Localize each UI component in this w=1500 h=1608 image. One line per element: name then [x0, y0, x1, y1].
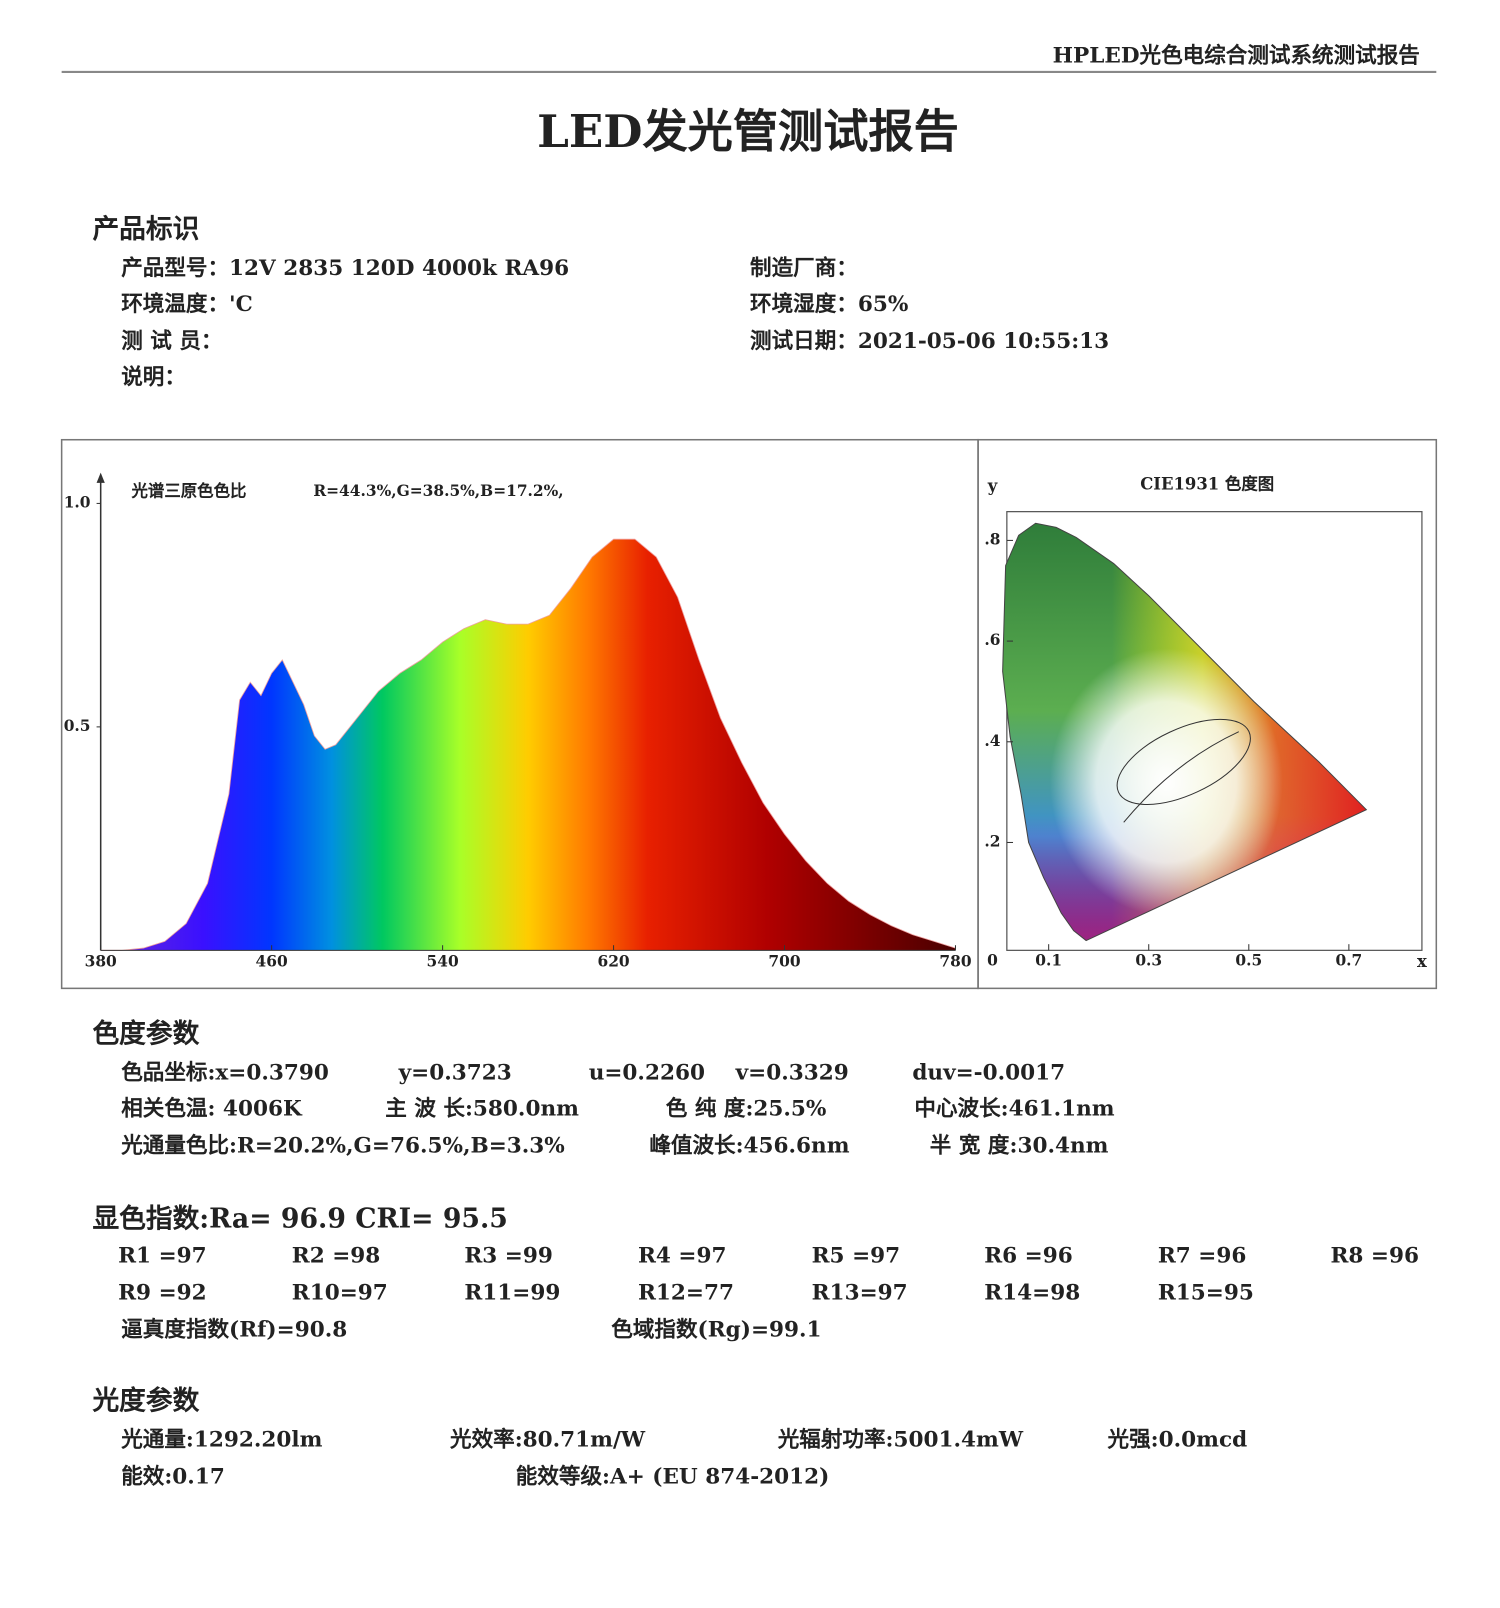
field: 制造厂商：: [750, 255, 858, 281]
cie-y-label: y: [987, 476, 998, 495]
cri-value: R7 =96: [1158, 1244, 1247, 1269]
cri-value: R5 =97: [812, 1244, 901, 1269]
cri-value: R3 =99: [464, 1244, 553, 1269]
spectrum-fill: [100, 539, 956, 951]
cie-x-tick-label: 0.1: [1035, 952, 1062, 970]
x-tick-label: 700: [768, 953, 800, 971]
x-tick-label: 620: [597, 953, 629, 971]
spectrum-line: [100, 538, 956, 951]
cie-title: CIE1931 色度图: [1140, 474, 1274, 493]
cie-outline: [1002, 522, 1368, 942]
cie-x-tick-label: 0.5: [1235, 952, 1262, 970]
planckian-region: [1116, 718, 1251, 805]
parameter: v=0.3329: [735, 1061, 849, 1086]
cri-value: R13=97: [812, 1280, 908, 1305]
cie-y-tick-label: .2: [984, 832, 1000, 850]
parameter: 光通量色比:R=20.2%,G=76.5%,B=3.3%: [120, 1133, 565, 1159]
x-tick-label: 380: [85, 953, 117, 971]
cie-y-tick-label: .8: [984, 530, 1000, 548]
content: HPLED光色电综合测试系统测试报告 LED发光管测试报告产品标识产品型号：12V…: [60, 43, 1438, 1489]
planckian-locus: [1123, 731, 1240, 823]
section-heading: 光度参数: [91, 1385, 199, 1416]
parameter: 相关色温: 4006K: [121, 1096, 303, 1122]
cri-value: R15=95: [1158, 1280, 1254, 1305]
parameter: 色品坐标:x=0.3790: [121, 1060, 329, 1086]
x-tick-label: 780: [939, 953, 971, 971]
cie-plot-frame: [1006, 511, 1423, 951]
parameter: duv=-0.0017: [912, 1061, 1065, 1086]
cri-value: R11=99: [464, 1280, 560, 1305]
cri-value: R9 =92: [118, 1280, 207, 1305]
parameter: 逼真度指数(Rf)=90.8: [121, 1316, 347, 1342]
section-heading: 色度参数: [92, 1019, 199, 1050]
parameter: 色 纯 度:25.5%: [666, 1096, 827, 1122]
x-tick-label: 460: [256, 953, 288, 971]
cie-y-tick-label: .4: [984, 732, 1000, 750]
report-title: LED发光管测试报告: [537, 105, 959, 158]
annotation-label: 光谱三原色色比: [131, 482, 247, 501]
field: 环境温度：'C: [121, 291, 253, 317]
parameter: 能效:0.17: [121, 1463, 225, 1489]
cri-value: R10=97: [292, 1280, 388, 1305]
parameter: 能效等级:A+ (EU 874-2012): [516, 1463, 830, 1489]
parameter: 光辐射功率:5001.4mW: [777, 1426, 1024, 1452]
parameter: 光通量:1292.20lm: [120, 1427, 322, 1452]
y-tick-label: 1.0: [64, 493, 91, 511]
cri-value: R12=77: [638, 1280, 734, 1305]
field: 产品型号：12V 2835 120D 4000k RA96: [121, 256, 569, 281]
cie-gamut: [1002, 523, 1367, 941]
parameter: u=0.2260: [589, 1061, 705, 1086]
x-tick-label: 540: [427, 953, 459, 971]
y-axis-arrow: [96, 472, 105, 483]
parameter: 中心波长:461.1nm: [914, 1097, 1114, 1122]
field: 测 试 员：: [121, 329, 222, 354]
parameter: 光效率:80.71m/W: [449, 1426, 646, 1452]
cri-value: R14=98: [984, 1280, 1080, 1305]
cri-value: R1 =97: [118, 1244, 207, 1269]
parameter: y=0.3723: [398, 1061, 512, 1086]
cie-x-tick-label: 0.3: [1135, 952, 1162, 970]
parameter: 色域指数(Rg)=99.1: [611, 1316, 821, 1342]
y-tick-label: 0.5: [64, 717, 91, 735]
parameter: 主 波 长:580.0nm: [385, 1097, 579, 1122]
cri-value: R4 =97: [638, 1244, 727, 1269]
cie-x-label: x: [1417, 952, 1427, 971]
system-name: HPLED光色电综合测试系统测试报告: [1053, 43, 1420, 69]
parameter: 半 宽 度:30.4nm: [930, 1133, 1109, 1159]
cri-value: R2 =98: [292, 1244, 381, 1269]
field: 环境湿度：65%: [750, 291, 908, 317]
field: 测试日期：2021-05-06 10:55:13: [750, 329, 1109, 354]
parameter: 光强:0.0mcd: [1107, 1427, 1248, 1452]
cri-value: R8 =96: [1330, 1244, 1419, 1269]
cie-frame: [977, 438, 1438, 990]
cie-y-tick-label: .6: [984, 631, 1000, 649]
cie-x-tick-label: 0: [987, 952, 998, 970]
annotation: R=44.3%,G=38.5%,B=17.2%,: [313, 482, 563, 500]
section-heading: 显色指数:Ra= 96.9 CRI= 95.5: [92, 1204, 507, 1235]
section-heading: 产品标识: [92, 214, 199, 245]
cri-value: R6 =96: [984, 1244, 1073, 1269]
parameter: 峰值波长:456.6nm: [649, 1133, 849, 1159]
cie-x-tick-label: 0.7: [1335, 952, 1362, 970]
field: 说明：: [121, 364, 186, 390]
